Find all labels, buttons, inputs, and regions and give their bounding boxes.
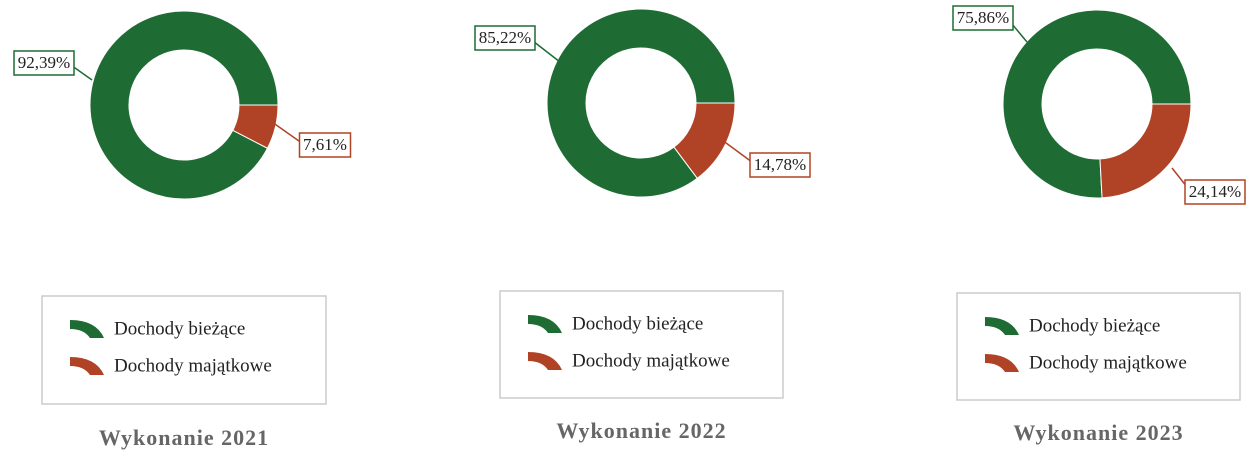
donut-chart: 92,39% 7,61% Dochody bieżące Dochody majątk… — [13, 10, 352, 450]
label-box — [474, 25, 536, 51]
label-box — [298, 132, 352, 158]
slice — [673, 102, 736, 179]
chart-title: Wykonanie 2022 — [556, 418, 726, 443]
slice — [89, 10, 279, 200]
legend-box — [499, 290, 784, 399]
legend-label: Dochody majątkowe — [114, 355, 272, 376]
slice — [1099, 103, 1192, 199]
data-label: 7,61% — [303, 135, 347, 154]
legend-icon — [70, 320, 104, 338]
legend-icon — [528, 352, 562, 370]
legend-box — [956, 292, 1241, 401]
legend-icon — [985, 354, 1019, 372]
legend-icon — [70, 357, 104, 375]
legend-icon — [985, 317, 1019, 335]
legend-label: Dochody majątkowe — [1029, 352, 1187, 373]
slice — [546, 8, 736, 198]
donut-chart: 85,22% 14,78% Dochody bieżące Dochody mająt… — [474, 8, 811, 443]
legend-label: Dochody bieżące — [1029, 315, 1160, 336]
label-box — [1184, 179, 1246, 205]
data-label: 14,78% — [754, 155, 806, 174]
legend-label: Dochody bieżące — [572, 313, 703, 334]
slice — [232, 104, 279, 149]
data-label: 24,14% — [1189, 182, 1241, 201]
chart-title: Wykonanie 2023 — [1013, 420, 1183, 445]
legend-icon — [528, 315, 562, 333]
legend-box — [41, 295, 327, 405]
chart-title: Wykonanie 2021 — [99, 425, 269, 450]
legend-label: Dochody bieżące — [114, 318, 245, 339]
label-box — [952, 5, 1014, 31]
label-box — [13, 50, 75, 76]
slice — [1002, 9, 1192, 199]
donut-chart: 75,86% 24,14% Dochody bieżące Dochody mająt… — [952, 5, 1246, 445]
data-label: 92,39% — [18, 53, 70, 72]
data-label: 85,22% — [479, 28, 531, 47]
label-box — [749, 152, 811, 178]
legend-label: Dochody majątkowe — [572, 350, 730, 371]
data-label: 75,86% — [957, 8, 1009, 27]
